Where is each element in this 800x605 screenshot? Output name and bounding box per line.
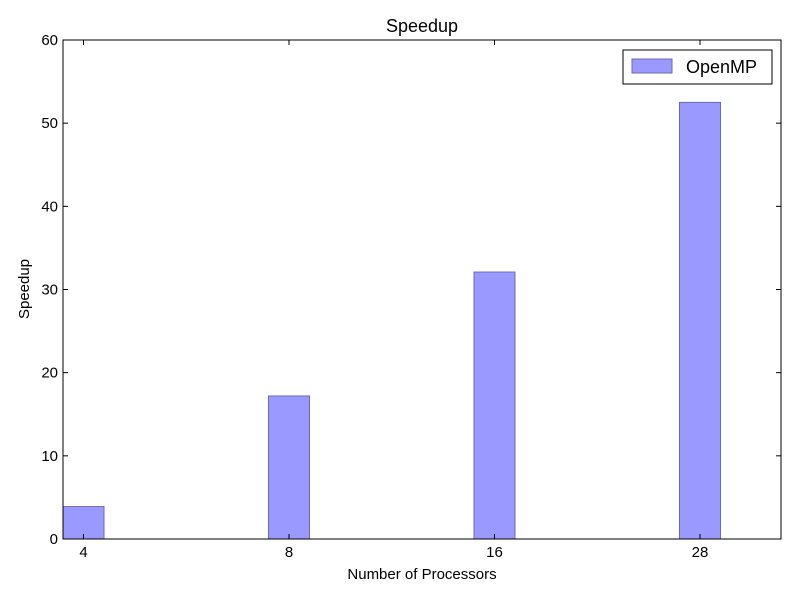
y-tick-label-0: 0: [50, 531, 58, 548]
legend-swatch-openmp: [631, 58, 673, 74]
ticks-layer: 4 8 16 28 0 10 20 30 40 50 60: [41, 32, 781, 561]
y-tick-label-50: 50: [41, 115, 58, 132]
x-tick-label-16: 16: [486, 544, 503, 561]
bar-28: [679, 101, 721, 540]
y-tick-label-10: 10: [41, 448, 58, 465]
x-tick-label-28: 28: [692, 544, 709, 561]
x-axis-label: Number of Processors: [347, 566, 496, 583]
legend: OpenMP: [622, 49, 773, 85]
bar-16: [473, 271, 516, 540]
bar-8: [268, 395, 310, 540]
x-tick-label-8: 8: [285, 544, 293, 561]
y-axis-label: Speedup: [16, 259, 33, 319]
y-tick-label-20: 20: [41, 365, 58, 382]
x-tick-label-4: 4: [79, 544, 87, 561]
chart-title: Speedup: [386, 16, 458, 36]
legend-label-openmp: OpenMP: [686, 57, 757, 77]
bars-layer: [62, 101, 721, 540]
y-tick-label-30: 30: [41, 282, 58, 299]
y-tick-label-60: 60: [41, 32, 58, 49]
plot-frame: [62, 39, 782, 540]
y-tick-label-40: 40: [41, 198, 58, 215]
